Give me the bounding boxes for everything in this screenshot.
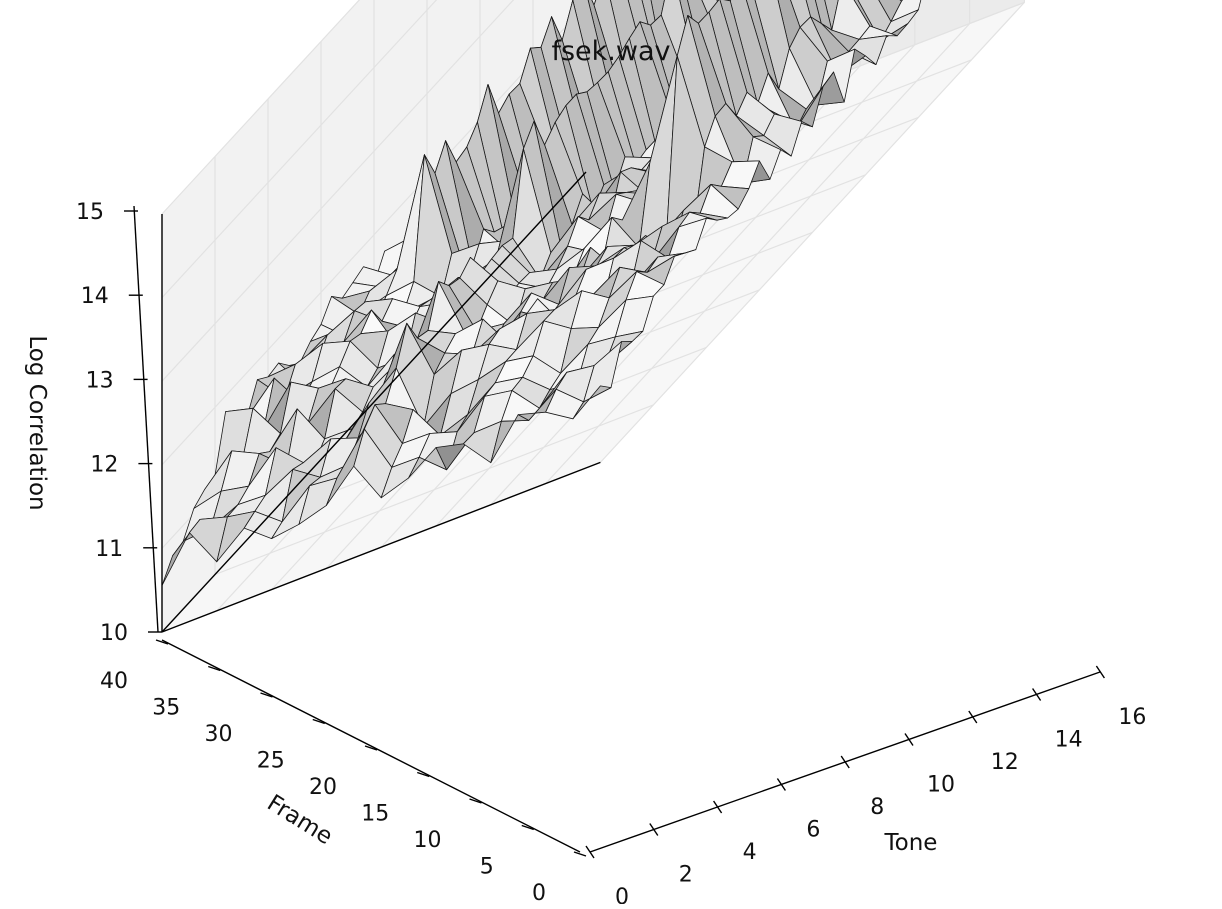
grid-line-z	[161, 0, 515, 382]
z-tick-label: 14	[81, 284, 109, 309]
x-tick-label: 16	[1118, 705, 1146, 730]
y-tick-label: 25	[257, 749, 285, 774]
x-tick-mark	[1095, 665, 1105, 679]
x-axis-spine	[589, 671, 1101, 853]
z-axis-label: Log Correlation	[24, 335, 50, 510]
y-tick-label: 10	[414, 828, 442, 853]
y-tick-label: 20	[309, 775, 337, 800]
y-tick-label: 30	[205, 722, 233, 747]
y-tick-mark	[417, 771, 430, 778]
x-tick-label: 10	[927, 773, 955, 798]
z-tick-label: 15	[76, 200, 104, 225]
surface-facet	[572, 385, 612, 420]
x-tick-label: 14	[1055, 728, 1083, 753]
y-tick-label: 15	[361, 802, 389, 827]
y-tick-label: 5	[480, 855, 494, 880]
grid-line-z	[161, 0, 438, 299]
z-tick-label: 11	[95, 537, 123, 562]
z-tick-label: 13	[86, 368, 114, 393]
x-tick-label: 0	[615, 885, 629, 904]
x-axis-label: Tone	[884, 830, 938, 856]
y-axis-spine	[161, 639, 581, 853]
axes-ticks: 10 11 12 13 14 15 0 5 10 15 20 25 30 35 40 0 2 4 6 8 10 12 14 1…	[76, 200, 1146, 909]
y-tick-mark	[312, 718, 325, 725]
z-tick-label: 12	[90, 453, 118, 478]
y-tick-label: 40	[100, 669, 128, 694]
z-tick-label: 10	[100, 621, 128, 646]
y-tick-mark	[364, 745, 378, 751]
axes-lines	[161, 171, 601, 633]
x-tick-label: 12	[991, 750, 1019, 775]
y-tick-mark	[208, 665, 221, 672]
y-tick-mark	[469, 798, 482, 804]
surface-facet	[824, 0, 839, 31]
x-tick-label: 6	[806, 818, 820, 843]
y-tick-mark	[260, 692, 273, 698]
x-tick-label: 4	[743, 840, 757, 865]
y-tick-label: 35	[152, 696, 180, 721]
y-tick-mark	[521, 824, 534, 831]
y-tick-mark	[573, 851, 587, 857]
grid-line-z	[161, 0, 361, 215]
y-tick-label: 0	[532, 881, 546, 904]
x-tick-label: 8	[870, 795, 884, 820]
y-tick-mark	[155, 639, 169, 645]
y-axis-line	[161, 171, 587, 633]
surface-plot	[161, 0, 922, 586]
chart-title: fsek.wav	[551, 36, 670, 67]
x-axis-line	[161, 461, 601, 633]
z-axis-spine	[133, 205, 159, 633]
x-tick-label: 2	[679, 863, 693, 888]
